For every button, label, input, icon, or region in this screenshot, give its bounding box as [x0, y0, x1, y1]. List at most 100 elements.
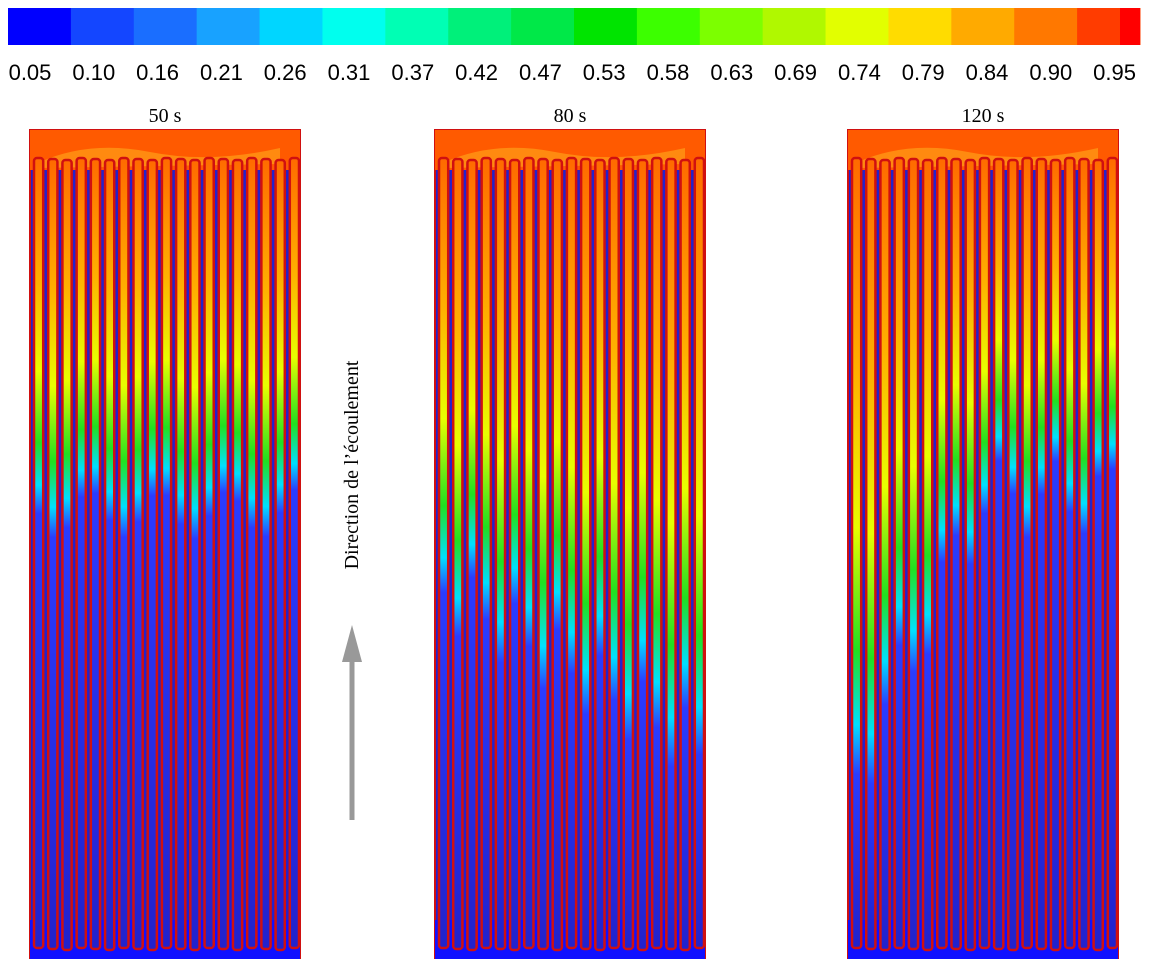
channel: [61, 158, 73, 952]
colorbar-label: 0.37: [391, 60, 434, 85]
channel: [75, 156, 88, 950]
channel: [992, 157, 1005, 951]
channel: [174, 157, 187, 951]
channel: [1007, 158, 1019, 952]
colorbar-label: 0.69: [774, 60, 817, 85]
panel: 50 s: [29, 105, 301, 959]
channel: [274, 158, 287, 952]
colorbar-segment: [70, 8, 135, 45]
channel: [907, 157, 920, 951]
colorbar-label: 0.74: [838, 60, 881, 85]
colorbar-segment: [511, 8, 575, 45]
colorbar-label: 0.53: [583, 60, 626, 85]
panel: 80 s: [434, 105, 706, 959]
channel: [950, 157, 962, 951]
channel: [523, 156, 535, 950]
channel: [203, 156, 215, 950]
panel: 120 s: [847, 105, 1119, 959]
colorbar-label: 0.31: [328, 60, 371, 85]
channel: [32, 156, 45, 950]
colorbar-segment: [259, 8, 323, 45]
colorbar-label: 0.10: [72, 60, 115, 85]
channel: [288, 156, 301, 950]
channel: [608, 156, 620, 950]
channel: [466, 158, 478, 952]
channel: [622, 157, 635, 951]
colorbar-segment: [636, 8, 701, 45]
channel: [1021, 156, 1033, 950]
channel: [964, 158, 977, 952]
colorbar-segment: [322, 8, 386, 45]
channel: [103, 158, 116, 952]
colorbar-segment: [574, 8, 638, 45]
channel: [693, 156, 706, 950]
colorbar-label: 0.26: [264, 60, 307, 85]
colorbar-label: 0.79: [902, 60, 945, 85]
colorbar-label: 0.05: [9, 60, 52, 85]
channel: [1049, 158, 1062, 952]
colorbar-segment: [133, 8, 198, 45]
colorbar-end: [1120, 8, 1140, 45]
channel: [864, 157, 877, 951]
channel: [565, 156, 578, 950]
channel: [451, 157, 464, 951]
channel: [160, 156, 173, 950]
channel: [494, 157, 507, 951]
colorbar-segment: [1014, 8, 1078, 45]
colorbar-segment: [762, 8, 827, 45]
channel: [245, 156, 258, 950]
channel: [1092, 158, 1105, 952]
channel: [89, 157, 102, 951]
colorbar-segment: [196, 8, 261, 45]
channel: [936, 156, 948, 950]
channel: [879, 158, 891, 952]
colorbar-label: 0.47: [519, 60, 562, 85]
channel: [679, 158, 692, 952]
colorbar-segment: [699, 8, 764, 45]
colorbar-segment: [888, 8, 952, 45]
channel: [132, 157, 144, 951]
channel: [1078, 157, 1090, 951]
channel: [650, 156, 663, 950]
channel: [579, 157, 592, 951]
channel: [118, 156, 130, 950]
panels: 50 s 80 s 120 s: [29, 105, 1119, 959]
channel: [217, 157, 230, 951]
channel: [537, 157, 549, 951]
colorbar-label: 0.58: [647, 60, 690, 85]
panel-title: 50 s: [149, 105, 182, 127]
panel-title: 120 s: [962, 105, 1005, 127]
channel: [146, 158, 159, 952]
colorbar-label: 0.21: [200, 60, 243, 85]
colorbar: 0.05 0.10 0.16 0.21 0.26 0.31 0.37 0.42 0.47 0.53…: [8, 8, 1141, 85]
colorbar-label: 0.42: [455, 60, 498, 85]
channel: [850, 156, 863, 950]
colorbar-label: 0.95: [1093, 60, 1136, 85]
channel: [189, 158, 201, 952]
colorbar-label: 0.16: [136, 60, 179, 85]
channel: [1063, 156, 1076, 950]
colorbar-segment: [8, 8, 72, 45]
channel: [636, 158, 649, 952]
channel: [978, 156, 991, 950]
channel: [437, 156, 450, 950]
colorbar-segment: [385, 8, 449, 45]
channel: [480, 156, 493, 950]
channel: [665, 157, 677, 951]
channel: [893, 156, 906, 950]
channel: [921, 158, 934, 952]
channel: [551, 158, 564, 952]
colorbar-label: 0.90: [1029, 60, 1072, 85]
colorbar-label: 0.84: [966, 60, 1009, 85]
colorbar-segment: [825, 8, 889, 45]
channel: [508, 158, 521, 952]
channel: [1106, 156, 1119, 950]
flow-arrow-head: [342, 625, 362, 662]
channel: [46, 157, 59, 951]
panel-title: 80 s: [554, 105, 587, 127]
channel: [1035, 157, 1048, 951]
channel: [260, 157, 272, 951]
flow-label: Direction de l’écoulement: [341, 360, 363, 569]
